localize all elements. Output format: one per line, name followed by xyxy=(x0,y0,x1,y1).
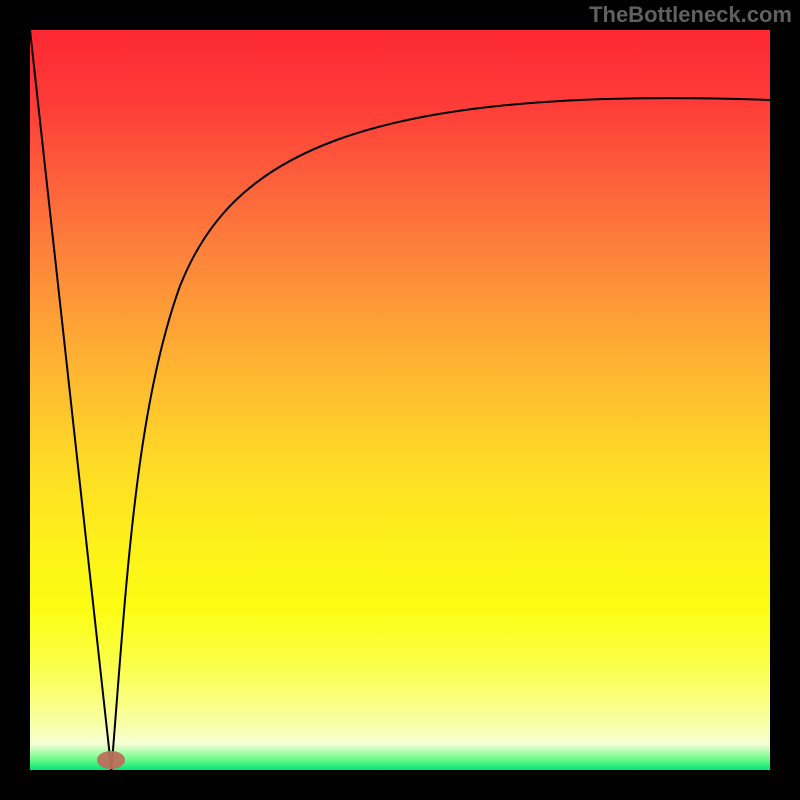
curve-left-branch xyxy=(30,30,111,770)
minimum-marker xyxy=(97,751,125,769)
chart-border xyxy=(0,0,800,800)
chart-plot-area xyxy=(30,30,770,770)
chart-lines-svg xyxy=(30,30,770,770)
curve-right-branch xyxy=(111,98,770,770)
chart-root: { "watermark": { "text": "TheBottleneck.… xyxy=(0,0,800,800)
watermark-text: TheBottleneck.com xyxy=(589,2,792,28)
